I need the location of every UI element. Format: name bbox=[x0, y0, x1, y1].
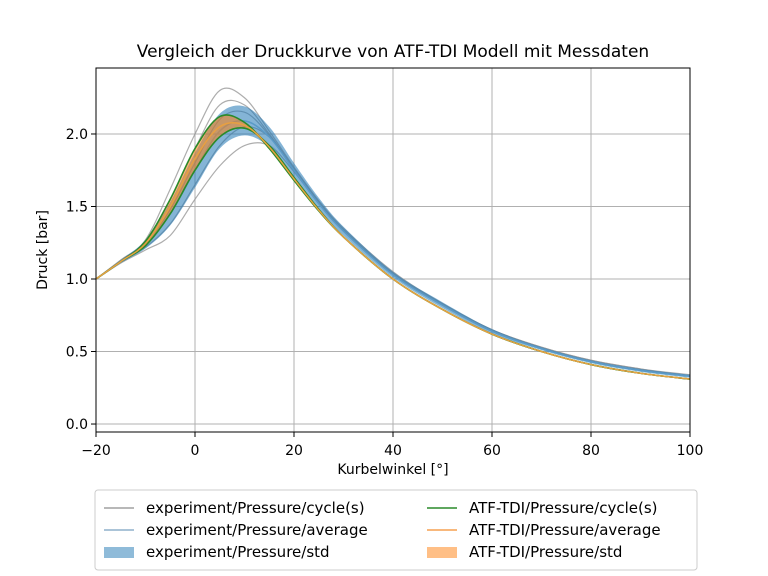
series-layer bbox=[95, 87, 691, 380]
legend-label: ATF-TDI/Pressure/cycle(s) bbox=[469, 499, 658, 517]
y-axis-label: Druck [bar] bbox=[35, 210, 51, 290]
y-tick-label: 1.5 bbox=[66, 199, 88, 215]
legend-patch-swatch bbox=[104, 547, 134, 558]
x-tick-label: 60 bbox=[483, 443, 501, 459]
legend-patch-swatch bbox=[427, 547, 457, 558]
legend-label: ATF-TDI/Pressure/average bbox=[469, 521, 661, 539]
legend-label: experiment/Pressure/average bbox=[146, 521, 368, 539]
x-tick-label: −20 bbox=[81, 443, 111, 459]
grid bbox=[95, 68, 691, 432]
y-tick-label: 0.5 bbox=[66, 345, 88, 361]
legend: experiment/Pressure/cycle(s) experiment/P… bbox=[104, 499, 661, 561]
ticks: −20 0 20 40 60 80 100 0.0 0.5 1.0 1.5 2.0 bbox=[66, 127, 704, 459]
x-tick-label: 0 bbox=[191, 443, 200, 459]
legend-box bbox=[94, 489, 698, 571]
atf-average-line bbox=[95, 121, 691, 380]
y-tick-label: 0.0 bbox=[66, 417, 88, 433]
x-tick-label: 80 bbox=[582, 443, 600, 459]
legend-label: ATF-TDI/Pressure/std bbox=[469, 543, 622, 561]
legend-label: experiment/Pressure/std bbox=[146, 543, 330, 561]
y-tick-label: 1.0 bbox=[66, 272, 88, 288]
x-tick-label: 20 bbox=[285, 443, 303, 459]
x-axis-label: Kurbelwinkel [°] bbox=[337, 462, 448, 478]
x-tick-label: 40 bbox=[384, 443, 402, 459]
legend-label: experiment/Pressure/cycle(s) bbox=[146, 499, 365, 517]
x-tick-label: 100 bbox=[677, 443, 704, 459]
chart-title: Vergleich der Druckkurve von ATF-TDI Mod… bbox=[137, 42, 649, 62]
y-tick-label: 2.0 bbox=[66, 127, 88, 143]
